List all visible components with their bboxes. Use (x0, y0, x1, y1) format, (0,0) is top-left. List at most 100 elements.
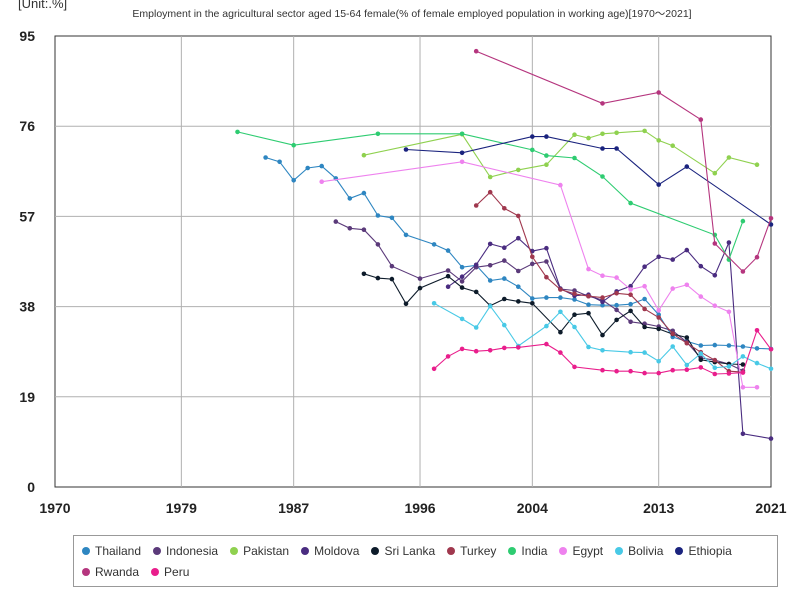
data-point-moldova (740, 431, 746, 437)
data-point-indonesia (516, 268, 521, 274)
data-point-sri-lanka (445, 273, 451, 279)
data-point-sri-lanka (572, 312, 577, 318)
data-point-bolivia (487, 303, 493, 309)
legend-label: Bolivia (628, 543, 664, 558)
data-point-thailand (586, 302, 591, 308)
data-point-thailand (740, 344, 746, 349)
data-point-bolivia (586, 344, 591, 350)
y-tick-label: 0 (27, 479, 35, 495)
data-point-turkey (628, 292, 633, 298)
data-point-india (235, 129, 240, 135)
data-point-sri-lanka (558, 329, 563, 335)
data-point-peru (558, 350, 563, 355)
data-point-peru (628, 368, 633, 374)
data-point-peru (572, 364, 577, 370)
data-point-peru (670, 367, 675, 373)
data-point-thailand (389, 215, 395, 221)
data-point-thailand (319, 163, 325, 169)
legend: Thailand Indonesia Pakistan Moldova Sri Lank… (73, 535, 778, 587)
series-ethiopia (403, 134, 774, 227)
data-point-peru (516, 345, 521, 350)
data-point-thailand (726, 343, 732, 348)
legend-marker-icon (301, 546, 310, 555)
data-point-india (375, 131, 381, 137)
legend-item-india: India (508, 542, 547, 559)
data-point-india (572, 155, 577, 161)
series-line-indonesia (335, 221, 744, 372)
data-point-sri-lanka (530, 301, 535, 306)
data-point-moldova (487, 241, 493, 247)
data-point-bolivia (628, 349, 633, 355)
data-point-peru (684, 367, 690, 373)
legend-item-bolivia: Bolivia (615, 542, 663, 559)
y-tick-label: 19 (19, 389, 35, 405)
data-point-pakistan (642, 128, 647, 134)
data-point-moldova (502, 245, 507, 250)
data-point-bolivia (544, 323, 549, 329)
y-tick-label: 95 (19, 28, 35, 44)
legend-item-turkey: Turkey (447, 542, 496, 559)
data-point-ethiopia (600, 146, 605, 151)
data-point-egypt (600, 273, 605, 279)
legend-label: Peru (164, 564, 190, 579)
data-point-sri-lanka (600, 332, 605, 338)
data-point-sri-lanka (656, 326, 661, 332)
data-point-pakistan (516, 167, 521, 173)
data-point-ethiopia (403, 147, 409, 152)
data-point-peru (712, 371, 718, 377)
data-point-moldova (459, 274, 465, 280)
data-point-peru (459, 346, 465, 352)
x-tick-label: 1970 (39, 500, 70, 516)
data-point-indonesia (375, 242, 381, 247)
chart-title: Employment in the agricultural sector ag… (132, 8, 691, 20)
data-point-thailand (277, 159, 282, 165)
data-point-bolivia (502, 322, 507, 328)
data-point-sri-lanka (403, 301, 409, 307)
series-line-india (237, 131, 744, 261)
data-point-moldova (768, 436, 774, 441)
data-point-egypt (558, 182, 563, 188)
x-tick-label: 2013 (643, 500, 674, 516)
data-point-peru (740, 370, 746, 375)
data-point-peru (487, 348, 493, 353)
data-point-peru (656, 370, 661, 376)
y-tick-label: 57 (19, 208, 35, 224)
data-point-turkey (712, 357, 718, 363)
data-point-egypt (459, 159, 465, 165)
data-point-bolivia (572, 324, 577, 330)
legend-label: Ethiopia (688, 543, 732, 558)
data-point-thailand (305, 165, 311, 171)
data-point-sri-lanka (642, 324, 647, 330)
data-point-india (628, 200, 633, 206)
legend-item-indonesia: Indonesia (153, 542, 218, 559)
data-point-ethiopia (684, 164, 690, 169)
legend-label: Sri Lanka (384, 543, 436, 558)
legend-marker-icon (151, 567, 160, 576)
y-tick-label: 76 (19, 118, 35, 134)
data-point-bolivia (558, 309, 563, 315)
data-point-bolivia (459, 316, 465, 322)
data-point-indonesia (530, 261, 535, 267)
legend-marker-icon (559, 546, 568, 555)
x-tick-label: 2021 (755, 500, 786, 516)
data-point-thailand (698, 343, 704, 348)
legend-marker-icon (230, 546, 239, 555)
data-point-egypt (319, 179, 325, 184)
data-point-egypt (670, 286, 675, 291)
legend-item-pakistan: Pakistan (230, 542, 289, 559)
data-point-indonesia (361, 227, 367, 232)
legend-item-peru: Peru (151, 563, 189, 580)
data-point-thailand (530, 296, 535, 301)
data-point-indonesia (347, 226, 353, 231)
data-point-turkey (586, 293, 591, 299)
data-point-bolivia (473, 325, 479, 330)
data-point-indonesia (445, 268, 451, 273)
legend-marker-icon (371, 546, 380, 555)
data-point-turkey (614, 291, 619, 296)
data-point-thailand (600, 302, 605, 308)
data-point-bolivia (754, 360, 760, 366)
data-point-egypt (656, 308, 661, 313)
data-point-turkey (558, 287, 563, 292)
series-line-rwanda (475, 50, 772, 273)
data-point-sri-lanka (740, 362, 746, 367)
